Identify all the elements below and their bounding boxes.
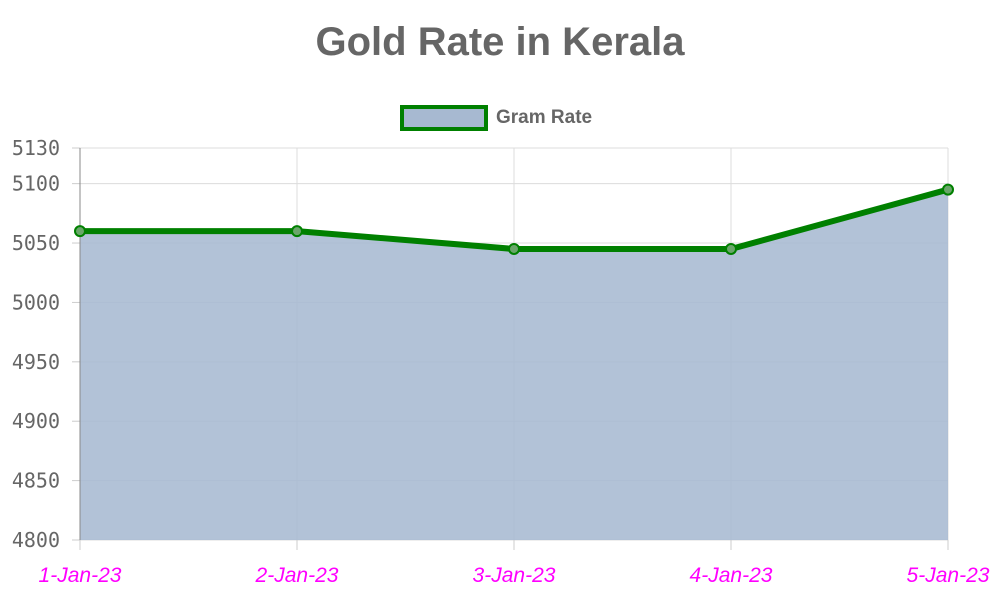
legend-label: Gram Rate bbox=[496, 107, 593, 128]
x-tick-label: 3-Jan-23 bbox=[473, 564, 556, 587]
series-area bbox=[80, 189, 948, 541]
y-tick-label: 4800 bbox=[12, 528, 60, 552]
x-tick-label: 2-Jan-23 bbox=[255, 564, 339, 587]
point-layer bbox=[74, 183, 954, 255]
y-tick-label: 5050 bbox=[12, 231, 60, 255]
legend-swatch bbox=[400, 105, 488, 131]
y-tick-label: 4850 bbox=[12, 469, 60, 493]
data-point bbox=[291, 225, 303, 238]
y-tick-label: 5000 bbox=[12, 290, 60, 314]
data-point bbox=[508, 242, 520, 255]
area-layer bbox=[80, 189, 948, 541]
chart-title: Gold Rate in Kerala bbox=[315, 20, 685, 64]
x-tick-label: 1-Jan-23 bbox=[39, 564, 122, 587]
label-layer: 4800 4850 4900 4950 5000 5050 5100 5130 1-Jan-23… bbox=[12, 136, 990, 587]
y-tick-label: 5100 bbox=[12, 172, 60, 196]
data-point bbox=[725, 242, 737, 255]
data-point bbox=[74, 225, 86, 238]
legend[interactable]: Gram Rate bbox=[400, 104, 592, 132]
x-tick-label: 4-Jan-23 bbox=[690, 564, 773, 587]
x-tick-label: 5-Jan-23 bbox=[907, 564, 990, 587]
y-tick-label: 5130 bbox=[12, 136, 60, 160]
y-tick-label: 4950 bbox=[12, 350, 60, 374]
y-tick-label: 4900 bbox=[12, 409, 60, 433]
data-point bbox=[942, 183, 954, 196]
